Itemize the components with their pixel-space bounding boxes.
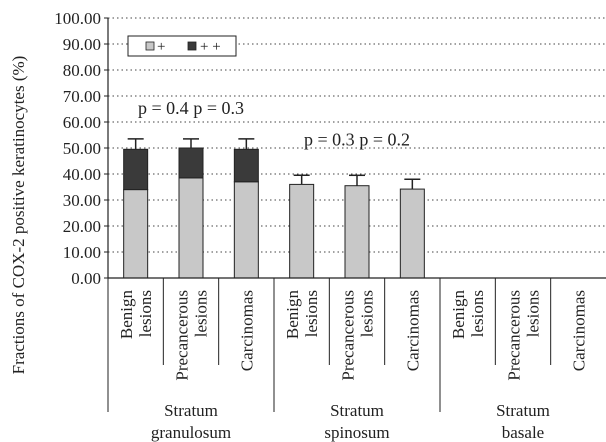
category-label: Carcinomas <box>569 290 588 371</box>
y-tick-label: 30.00 <box>63 191 101 210</box>
group-label: spinosum <box>324 423 389 442</box>
group-label: granulosum <box>151 423 231 442</box>
category-label: lesions <box>524 290 543 337</box>
y-tick-label: 40.00 <box>63 165 101 184</box>
group-label: basale <box>502 423 544 442</box>
category-label: lesions <box>358 290 377 337</box>
p-value-annotation: p = 0.3 <box>193 98 244 118</box>
legend-box <box>127 35 237 57</box>
y-tick-label: 100.00 <box>54 9 101 28</box>
bar-plus <box>344 185 370 279</box>
category-labels: Benign lesions Precancerous lesions Carcinom… <box>117 290 588 381</box>
y-tick-labels: 0.00 10.00 20.00 30.00 40.00 50.00 60.00 70.00 8… <box>54 9 108 288</box>
category-label: lesions <box>302 290 321 337</box>
bar-plus-plus <box>178 147 204 179</box>
annotations: p = 0.4 p = 0.3p = 0.3 p = 0.2 <box>138 98 410 149</box>
category-label: Precancerous <box>339 290 358 381</box>
category-label: lesions <box>136 290 155 337</box>
y-tick-label: 10.00 <box>63 243 101 262</box>
category-label: Benign <box>449 290 468 340</box>
y-axis-title: Fractions of COX-2 positive keratinocyte… <box>9 56 28 375</box>
category-label: Carcinomas <box>237 290 256 371</box>
group-labels: Stratum granulosum Stratum spinosum Stratum b… <box>151 401 550 442</box>
category-label: Benign <box>117 290 136 340</box>
bar-plus <box>289 183 315 279</box>
group-label: Stratum <box>496 401 550 420</box>
legend-label-plus-plus: + + <box>200 39 221 55</box>
category-label: Benign <box>283 290 302 340</box>
category-label: Precancerous <box>505 290 524 381</box>
y-tick-label: 0.00 <box>71 269 101 288</box>
p-value-annotation: p = 0.2 <box>359 129 410 149</box>
legend: + + + <box>127 35 237 57</box>
bar-plus-plus <box>233 148 259 183</box>
y-tick-label: 70.00 <box>63 87 101 106</box>
bar-plus-plus <box>123 148 149 191</box>
y-tick-label: 50.00 <box>63 139 101 158</box>
group-label: Stratum <box>330 401 384 420</box>
legend-label-plus: + <box>157 39 165 55</box>
bar-plus <box>178 177 204 279</box>
legend-swatch-plus-plus <box>187 41 197 51</box>
bar-plus <box>233 181 259 279</box>
gridlines <box>108 17 606 253</box>
bar-plus <box>123 189 149 279</box>
group-label: Stratum <box>164 401 218 420</box>
y-tick-label: 60.00 <box>63 113 101 132</box>
p-value-annotation: p = 0.4 <box>138 98 189 118</box>
legend-swatch-plus <box>145 41 155 51</box>
category-label: lesions <box>192 290 211 337</box>
p-value-annotation: p = 0.3 <box>304 129 355 149</box>
y-tick-label: 80.00 <box>63 61 101 80</box>
category-label: Carcinomas <box>403 290 422 371</box>
y-tick-label: 20.00 <box>63 217 101 236</box>
y-tick-label: 90.00 <box>63 35 101 54</box>
bar-plus <box>399 188 425 279</box>
category-label: Precancerous <box>173 290 192 381</box>
bars <box>123 138 425 279</box>
axes <box>107 18 606 412</box>
category-label: lesions <box>468 290 487 337</box>
